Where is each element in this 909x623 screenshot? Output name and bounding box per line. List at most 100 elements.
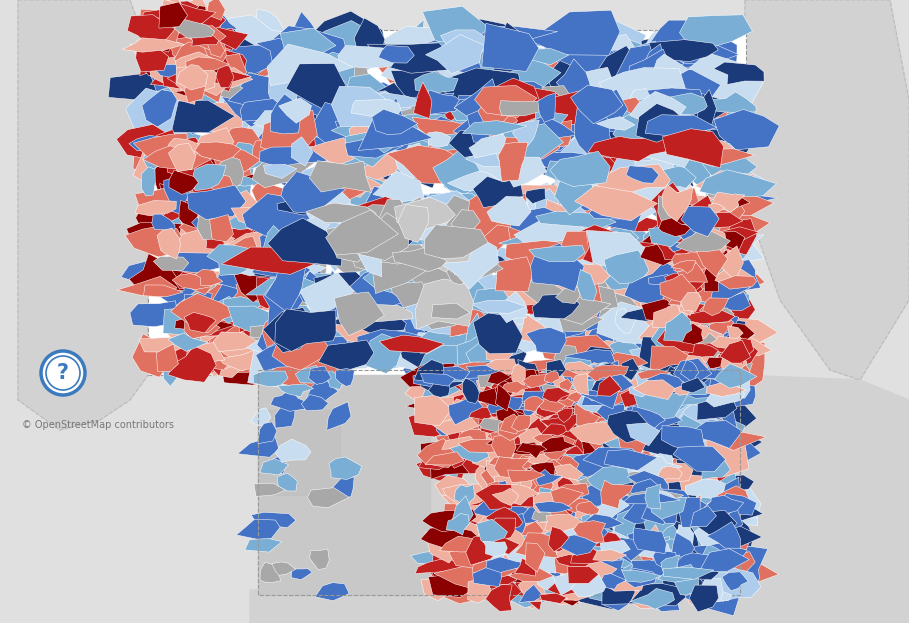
Polygon shape <box>694 404 756 439</box>
Polygon shape <box>490 224 557 240</box>
Polygon shape <box>524 29 599 52</box>
Polygon shape <box>610 145 662 183</box>
Polygon shape <box>451 209 480 235</box>
Polygon shape <box>694 312 714 331</box>
Polygon shape <box>464 498 503 533</box>
Polygon shape <box>659 500 677 511</box>
Polygon shape <box>222 167 252 187</box>
Polygon shape <box>432 68 525 112</box>
Polygon shape <box>664 273 705 297</box>
Polygon shape <box>699 369 729 381</box>
Polygon shape <box>494 388 537 402</box>
Polygon shape <box>471 570 511 594</box>
Polygon shape <box>332 315 406 335</box>
Polygon shape <box>468 240 494 275</box>
Polygon shape <box>332 205 416 240</box>
Polygon shape <box>722 246 744 281</box>
Polygon shape <box>452 95 518 114</box>
Polygon shape <box>584 514 624 529</box>
Polygon shape <box>634 535 695 568</box>
Polygon shape <box>490 411 526 427</box>
Polygon shape <box>651 322 699 356</box>
Polygon shape <box>587 512 616 543</box>
Polygon shape <box>571 536 600 553</box>
Polygon shape <box>325 210 398 255</box>
Polygon shape <box>563 384 589 406</box>
Polygon shape <box>686 244 727 287</box>
Polygon shape <box>337 239 399 270</box>
Polygon shape <box>719 427 749 469</box>
Polygon shape <box>174 19 215 38</box>
Polygon shape <box>677 414 709 447</box>
Polygon shape <box>684 231 701 262</box>
Polygon shape <box>562 586 592 601</box>
Polygon shape <box>696 207 716 234</box>
Polygon shape <box>200 231 244 257</box>
Polygon shape <box>512 364 525 390</box>
Polygon shape <box>260 459 289 475</box>
Polygon shape <box>677 553 714 574</box>
Polygon shape <box>527 530 570 552</box>
Polygon shape <box>160 184 202 211</box>
Polygon shape <box>676 373 711 395</box>
Polygon shape <box>450 361 524 376</box>
Polygon shape <box>621 492 681 504</box>
Polygon shape <box>648 275 682 285</box>
Polygon shape <box>649 508 686 549</box>
Polygon shape <box>353 245 438 264</box>
Polygon shape <box>516 466 554 491</box>
Polygon shape <box>550 193 606 211</box>
Polygon shape <box>164 175 191 214</box>
Polygon shape <box>619 565 639 584</box>
Polygon shape <box>176 43 214 62</box>
Polygon shape <box>600 374 634 392</box>
Polygon shape <box>525 188 545 204</box>
Polygon shape <box>203 153 267 171</box>
Polygon shape <box>714 354 730 372</box>
Polygon shape <box>435 429 494 451</box>
Polygon shape <box>583 447 640 467</box>
Polygon shape <box>192 82 243 98</box>
Polygon shape <box>582 573 599 586</box>
Polygon shape <box>196 49 256 85</box>
Polygon shape <box>395 112 446 132</box>
Polygon shape <box>679 379 706 395</box>
Polygon shape <box>405 42 512 78</box>
Polygon shape <box>202 200 222 229</box>
Polygon shape <box>523 384 554 406</box>
Polygon shape <box>656 316 681 326</box>
Polygon shape <box>693 535 747 563</box>
Polygon shape <box>625 509 666 546</box>
Polygon shape <box>631 568 660 586</box>
Polygon shape <box>633 186 701 204</box>
Polygon shape <box>657 461 703 490</box>
Polygon shape <box>144 21 175 52</box>
Polygon shape <box>632 382 669 407</box>
Polygon shape <box>419 143 465 158</box>
Polygon shape <box>669 449 703 483</box>
Polygon shape <box>486 285 539 306</box>
Polygon shape <box>569 369 605 386</box>
Polygon shape <box>674 39 737 74</box>
Polygon shape <box>669 325 694 350</box>
Polygon shape <box>522 373 538 398</box>
Polygon shape <box>526 548 556 573</box>
Polygon shape <box>222 232 290 249</box>
Polygon shape <box>500 414 523 434</box>
Polygon shape <box>163 307 220 336</box>
Polygon shape <box>668 479 683 510</box>
Polygon shape <box>275 244 306 275</box>
Polygon shape <box>519 573 539 609</box>
Polygon shape <box>432 303 470 319</box>
Polygon shape <box>491 398 505 412</box>
Polygon shape <box>248 261 278 297</box>
Polygon shape <box>365 186 405 217</box>
Polygon shape <box>688 270 724 312</box>
Polygon shape <box>465 146 521 167</box>
Polygon shape <box>217 299 257 315</box>
Polygon shape <box>530 593 568 602</box>
Polygon shape <box>675 492 731 512</box>
Polygon shape <box>614 44 684 79</box>
Polygon shape <box>644 378 689 395</box>
Polygon shape <box>681 521 721 545</box>
